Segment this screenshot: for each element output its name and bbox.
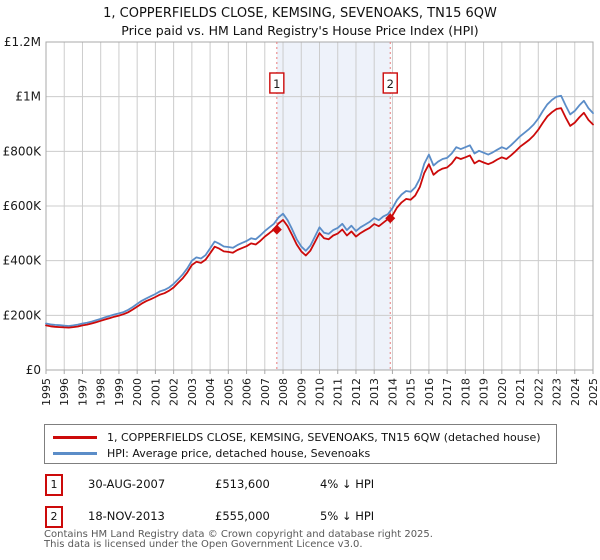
x-tick-label: 2005 — [222, 378, 235, 406]
x-tick-label: 1995 — [40, 378, 53, 406]
sale-flag-1 — [269, 72, 285, 94]
legend-row-hpi: HPI: Average price, detached house, Seve… — [53, 445, 556, 461]
x-tick-label: 2018 — [459, 378, 472, 406]
transaction-2-hpi-delta: 5% ↓ HPI — [320, 509, 375, 523]
x-tick-label: 2002 — [168, 378, 181, 406]
x-tick-label: 2016 — [423, 378, 436, 406]
x-tick-label: 2001 — [149, 378, 162, 406]
y-tick-label: £0 — [26, 363, 41, 377]
footer-line-1: Contains HM Land Registry data © Crown c… — [44, 529, 433, 540]
price-history-chart: 1 2 £0 £200K £400K £600K £800K £1M £1.2M 1995 1996… — [3, 35, 600, 406]
sale-flag-2 — [382, 72, 398, 94]
x-tick-label: 2017 — [441, 378, 454, 406]
legend-box: 1, COPPERFIELDS CLOSE, KEMSING, SEVENOAK… — [44, 424, 557, 464]
x-tick-label: 2007 — [259, 378, 272, 406]
y-tick-label: £800K — [3, 144, 43, 158]
y-tick-label: £400K — [3, 254, 43, 268]
page-title: 1, COPPERFIELDS CLOSE, KEMSING, SEVENOAK… — [103, 6, 497, 21]
y-tick-label: £600K — [3, 199, 43, 213]
transaction-1-marker: 1 — [45, 474, 63, 496]
x-tick-label: 2019 — [478, 378, 491, 406]
footer-line-2: This data is licensed under the Open Gov… — [44, 539, 363, 550]
transaction-1-price: £513,600 — [215, 477, 270, 491]
x-tick-label: 2000 — [131, 378, 144, 406]
y-tick-label: £200K — [3, 308, 43, 322]
transaction-2-marker: 2 — [45, 506, 63, 528]
y-tick-label: £1M — [15, 90, 41, 104]
x-tick-label: 2014 — [386, 378, 399, 406]
x-tick-label: 2008 — [277, 378, 290, 406]
x-tick-label: 2006 — [241, 378, 254, 406]
x-tick-label: 2004 — [204, 378, 217, 406]
transaction-1-hpi-delta: 4% ↓ HPI — [320, 477, 375, 491]
x-tick-label: 2003 — [186, 378, 199, 406]
transaction-2-date: 18-NOV-2013 — [88, 509, 165, 523]
x-tick-label: 2009 — [295, 378, 308, 406]
x-tick-label: 2020 — [496, 378, 509, 406]
legend-row-property: 1, COPPERFIELDS CLOSE, KEMSING, SEVENOAK… — [53, 429, 556, 445]
x-tick-label: 1996 — [58, 378, 71, 406]
page-subtitle: Price paid vs. HM Land Registry's House … — [121, 23, 479, 38]
x-tick-label: 2022 — [532, 378, 545, 406]
x-tick-label: 2023 — [551, 378, 564, 406]
x-tick-label: 1998 — [95, 378, 108, 406]
legend-label-property: 1, COPPERFIELDS CLOSE, KEMSING, SEVENOAK… — [107, 430, 541, 444]
sale-flag-label-2: 2 — [387, 77, 394, 91]
transaction-2-price: £555,000 — [215, 509, 270, 523]
sale-flag-label-1: 1 — [273, 77, 280, 91]
property-price-line — [45, 107, 594, 329]
x-tick-label: 2025 — [587, 378, 600, 406]
y-tick-label: £1.2M — [4, 35, 41, 49]
property-line-swatch — [53, 435, 97, 439]
hpi-line-swatch — [53, 451, 97, 455]
transaction-1-date: 30-AUG-2007 — [88, 477, 166, 491]
x-tick-label: 2015 — [405, 378, 418, 406]
sale-marker-2 — [385, 213, 396, 224]
hpi-line — [45, 94, 594, 327]
license-footer: Contains HM Land Registry data © Crown c… — [44, 530, 433, 550]
x-tick-label: 2012 — [350, 378, 363, 406]
x-tick-label: 2021 — [514, 378, 527, 406]
x-tick-label: 2013 — [368, 378, 381, 406]
transaction-row-1: 1 30-AUG-2007 £513,600 4% ↓ HPI — [0, 474, 600, 496]
x-tick-label: 1997 — [76, 378, 89, 406]
x-tick-label: 2011 — [332, 378, 345, 406]
x-tick-label: 1999 — [113, 378, 126, 406]
x-tick-label: 2024 — [569, 378, 582, 406]
transaction-row-2: 2 18-NOV-2013 £555,000 5% ↓ HPI — [0, 506, 600, 528]
x-tick-label: 2010 — [314, 378, 327, 406]
legend-label-hpi: HPI: Average price, detached house, Seve… — [107, 446, 371, 460]
sale-marker-1 — [271, 224, 282, 235]
